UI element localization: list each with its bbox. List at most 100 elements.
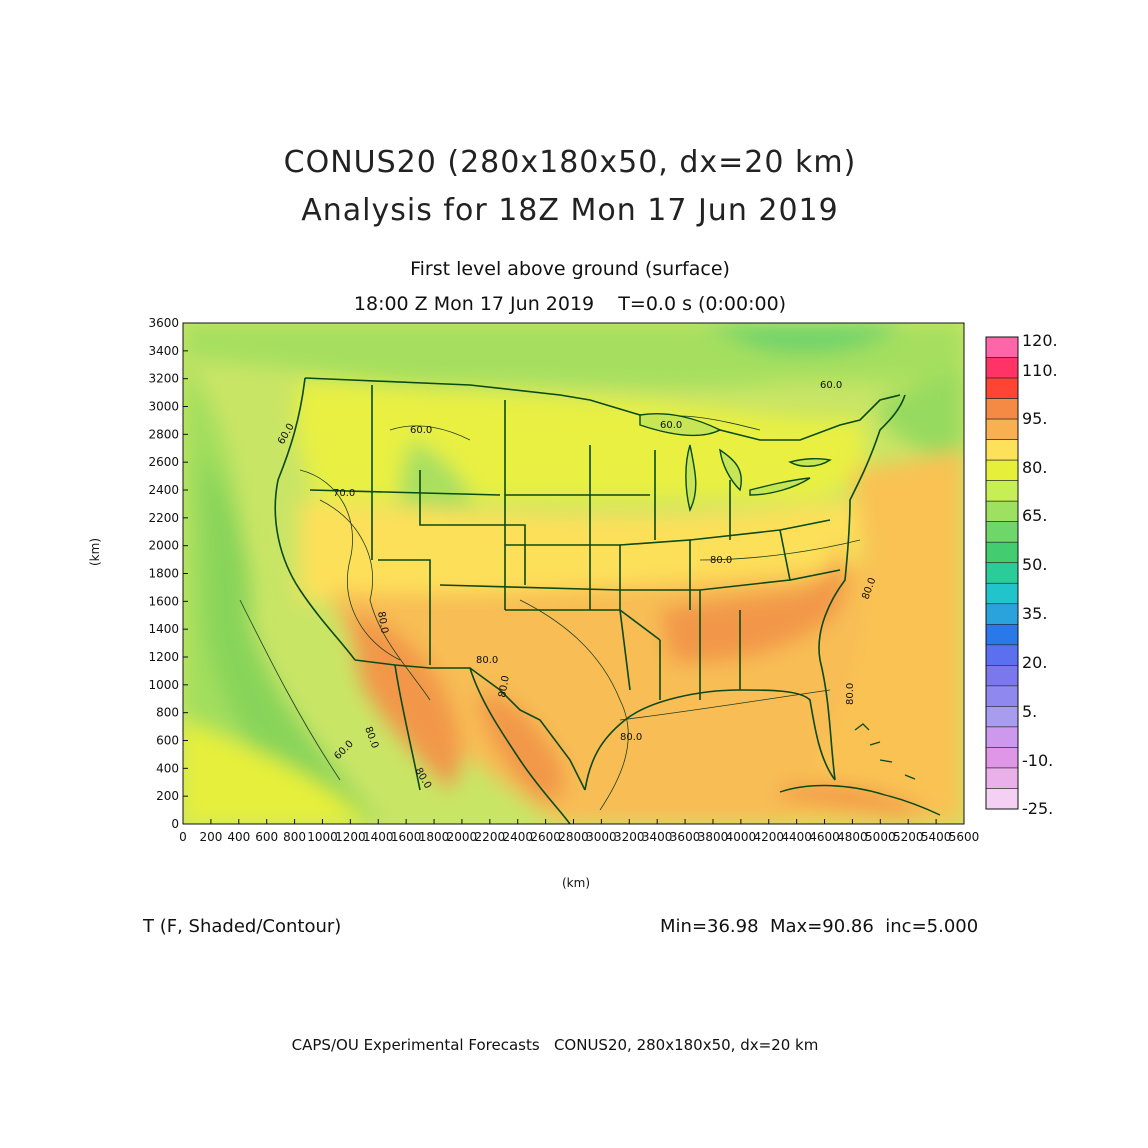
colorbar-swatch	[985, 541, 1019, 564]
contour-label: 60.0	[820, 380, 842, 391]
x-tick-label: 3000	[586, 830, 617, 844]
colorbar-swatch	[985, 377, 1019, 399]
colorbar-swatch	[985, 398, 1019, 420]
colorbar-swatch	[985, 747, 1019, 769]
x-tick-label: 200	[199, 830, 222, 844]
colorbar-swatch	[985, 624, 1019, 646]
colorbar-label: 50.	[1022, 555, 1047, 574]
colorbar: 120. 110. 95. 80. 65. 50. 35. 20. 5. -10. -25.	[985, 331, 1058, 818]
x-tick-label: 4000	[726, 830, 757, 844]
contour-label: 80.0	[375, 611, 390, 635]
y-tick-label: 3200	[148, 372, 179, 386]
y-tick-label: 2000	[148, 539, 179, 553]
x-tick-label: 5600	[949, 830, 980, 844]
field-description: T (F, Shaded/Contour)	[143, 916, 342, 937]
y-tick-label: 800	[156, 706, 179, 720]
colorbar-label: -10.	[1022, 751, 1053, 770]
x-tick-label: 3200	[614, 830, 645, 844]
x-tick-label: 600	[255, 830, 278, 844]
x-tick-label: 3400	[642, 830, 673, 844]
contour-label: 80.0	[845, 683, 856, 705]
colorbar-swatch	[985, 562, 1019, 584]
colorbar-swatch	[985, 582, 1019, 605]
field-statistics: Min=36.98 Max=90.86 inc=5.000	[660, 916, 979, 937]
colorbar-swatch	[985, 418, 1019, 440]
y-axis: 0 200 400 600 800 1000 1200 1400 1600 1800 2000 220…	[148, 316, 188, 831]
temperature-field	[183, 323, 964, 824]
y-tick-label: 1200	[148, 650, 179, 664]
x-tick-label: 1000	[307, 830, 338, 844]
colorbar-swatch	[985, 726, 1019, 748]
colorbar-swatch	[985, 500, 1019, 522]
y-tick-label: 1800	[148, 567, 179, 581]
colorbar-swatch	[985, 439, 1019, 461]
colorbar-swatch	[985, 644, 1019, 666]
y-tick-label: 2800	[148, 427, 179, 441]
colorbar-label: -25.	[1022, 799, 1053, 818]
colorbar-label: 120.	[1022, 331, 1058, 350]
x-tick-label: 4200	[753, 830, 784, 844]
contour-label: 80.0	[710, 555, 732, 566]
map-subtitle-time: 18:00 Z Mon 17 Jun 2019 T=0.0 s (0:00:00…	[353, 293, 787, 315]
credit-line: CAPS/OU Experimental Forecasts CONUS20, …	[291, 1036, 819, 1054]
colorbar-swatch	[985, 521, 1019, 543]
map-subtitle-level: First level above ground (surface)	[410, 258, 730, 280]
colorbar-swatch	[985, 665, 1019, 687]
contour-label: 80.0	[476, 655, 498, 666]
x-tick-label: 1200	[335, 830, 366, 844]
colorbar-swatch	[985, 706, 1019, 728]
x-tick-label: 3600	[670, 830, 701, 844]
y-axis-label: (km)	[88, 537, 102, 566]
y-tick-label: 0	[171, 817, 179, 831]
y-tick-label: 3600	[148, 316, 179, 330]
x-tick-label: 1800	[419, 830, 450, 844]
y-tick-label: 1400	[148, 622, 179, 636]
colorbar-swatch	[985, 480, 1019, 502]
colorbar-swatch	[985, 603, 1019, 625]
map-title-line1: CONUS20 (280x180x50, dx=20 km)	[283, 145, 857, 180]
x-tick-label: 4800	[837, 830, 868, 844]
contour-label: 60.0	[410, 425, 432, 436]
x-tick-label: 1600	[391, 830, 422, 844]
contour-label: 60.0	[660, 420, 682, 431]
x-axis-label: (km)	[562, 876, 591, 890]
x-tick-label: 4600	[809, 830, 840, 844]
x-tick-label: 2400	[502, 830, 533, 844]
x-axis: 0 200 400 600 800 100012001400160018002000220…	[179, 819, 979, 844]
map-title-line2: Analysis for 18Z Mon 17 Jun 2019	[301, 193, 839, 228]
y-tick-label: 2600	[148, 455, 179, 469]
x-tick-label: 2600	[530, 830, 561, 844]
colorbar-swatch	[985, 336, 1019, 358]
colorbar-label: 20.	[1022, 653, 1047, 672]
x-tick-label: 2200	[475, 830, 506, 844]
colorbar-swatch	[985, 767, 1019, 789]
x-tick-label: 400	[227, 830, 250, 844]
x-tick-label: 4400	[781, 830, 812, 844]
x-tick-label: 5400	[921, 830, 952, 844]
contour-label: 80.0	[497, 675, 512, 699]
x-tick-label: 0	[179, 830, 187, 844]
contour-label: 80.0	[620, 732, 642, 743]
y-tick-label: 3400	[148, 344, 179, 358]
x-tick-label: 2800	[558, 830, 589, 844]
colorbar-label: 80.	[1022, 458, 1047, 477]
y-tick-label: 1600	[148, 594, 179, 608]
colorbar-swatch	[985, 459, 1019, 481]
colorbar-swatch	[985, 788, 1019, 810]
colorbar-swatch	[985, 357, 1019, 379]
x-tick-label: 3800	[698, 830, 729, 844]
y-tick-label: 2400	[148, 483, 179, 497]
colorbar-swatch	[985, 685, 1019, 707]
y-tick-label: 400	[156, 761, 179, 775]
y-tick-label: 200	[156, 789, 179, 803]
contour-label: 70.0	[333, 488, 355, 499]
x-tick-label: 800	[283, 830, 306, 844]
colorbar-label: 110.	[1022, 361, 1058, 380]
colorbar-label: 5.	[1022, 702, 1037, 721]
x-tick-label: 5200	[893, 830, 924, 844]
colorbar-label: 95.	[1022, 409, 1047, 428]
colorbar-label: 65.	[1022, 506, 1047, 525]
y-tick-label: 3000	[148, 400, 179, 414]
x-tick-label: 5000	[865, 830, 896, 844]
